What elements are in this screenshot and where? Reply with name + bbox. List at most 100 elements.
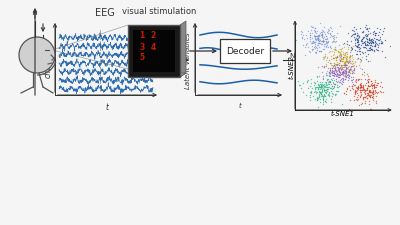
- Point: [351, 67, 358, 71]
- Point: [316, 86, 323, 90]
- Point: [307, 94, 313, 97]
- Point: [322, 94, 328, 98]
- Point: [366, 95, 373, 99]
- Point: [320, 40, 326, 43]
- Point: [331, 73, 338, 77]
- Point: [333, 56, 340, 60]
- Point: [328, 90, 334, 94]
- Point: [333, 74, 339, 77]
- Point: [344, 61, 351, 65]
- Point: [337, 52, 344, 56]
- Point: [328, 98, 334, 101]
- Point: [312, 82, 318, 86]
- Point: [300, 91, 306, 94]
- Point: [319, 35, 326, 38]
- Point: [316, 101, 323, 104]
- Point: [360, 87, 366, 90]
- Point: [340, 61, 347, 65]
- Point: [322, 55, 328, 59]
- Point: [320, 40, 326, 44]
- Point: [320, 78, 326, 81]
- Point: [312, 36, 318, 39]
- Point: [360, 97, 366, 101]
- Point: [359, 102, 366, 106]
- Point: [353, 45, 360, 49]
- Point: [339, 80, 345, 83]
- Point: [372, 32, 378, 36]
- Point: [346, 85, 352, 88]
- Point: [322, 91, 329, 94]
- Point: [330, 72, 337, 76]
- Point: [354, 50, 360, 53]
- Point: [344, 53, 350, 56]
- Point: [325, 32, 332, 36]
- Point: [308, 91, 315, 94]
- Point: [340, 56, 347, 60]
- Point: [339, 67, 346, 71]
- Point: [354, 34, 360, 38]
- Point: [362, 43, 368, 47]
- Point: [332, 65, 338, 69]
- Point: [318, 88, 325, 92]
- Point: [324, 30, 331, 34]
- Point: [338, 54, 344, 57]
- Point: [316, 91, 323, 95]
- Polygon shape: [180, 22, 186, 78]
- Point: [361, 46, 367, 50]
- Point: [294, 80, 301, 84]
- Point: [378, 40, 384, 43]
- Point: [322, 35, 329, 39]
- Point: [341, 62, 348, 66]
- Point: [366, 42, 372, 45]
- Point: [348, 66, 354, 70]
- Point: [372, 41, 379, 44]
- Point: [330, 64, 337, 67]
- Point: [365, 80, 372, 84]
- Point: [307, 34, 313, 38]
- Point: [364, 81, 371, 85]
- Point: [331, 51, 338, 55]
- Point: [313, 39, 320, 43]
- Point: [335, 80, 341, 83]
- Point: [360, 36, 367, 40]
- Point: [323, 89, 329, 93]
- Point: [342, 60, 348, 64]
- Point: [313, 92, 320, 95]
- Point: [365, 80, 372, 84]
- Point: [331, 64, 338, 67]
- Point: [329, 70, 335, 74]
- Point: [331, 46, 338, 50]
- Point: [364, 75, 371, 78]
- Point: [308, 45, 315, 48]
- Point: [300, 82, 306, 85]
- Point: [318, 40, 324, 44]
- Point: [320, 85, 327, 89]
- Point: [307, 85, 314, 88]
- Point: [348, 84, 355, 88]
- Point: [326, 75, 332, 79]
- Point: [326, 81, 332, 85]
- Point: [362, 89, 368, 93]
- Point: [319, 33, 325, 36]
- Point: [329, 74, 336, 78]
- Point: [332, 41, 338, 45]
- Point: [354, 92, 360, 95]
- Point: [321, 48, 327, 51]
- Point: [323, 100, 329, 104]
- Point: [314, 44, 321, 48]
- Point: [318, 84, 324, 87]
- Point: [364, 38, 370, 41]
- Point: [322, 86, 328, 89]
- Point: [369, 84, 375, 88]
- Point: [312, 86, 318, 90]
- Point: [336, 67, 342, 71]
- Point: [372, 44, 378, 48]
- Point: [338, 66, 345, 70]
- Point: [307, 96, 314, 100]
- Point: [344, 73, 351, 76]
- Circle shape: [19, 38, 55, 74]
- Point: [359, 56, 366, 59]
- Point: [344, 70, 351, 74]
- Point: [367, 44, 374, 48]
- Point: [336, 61, 342, 65]
